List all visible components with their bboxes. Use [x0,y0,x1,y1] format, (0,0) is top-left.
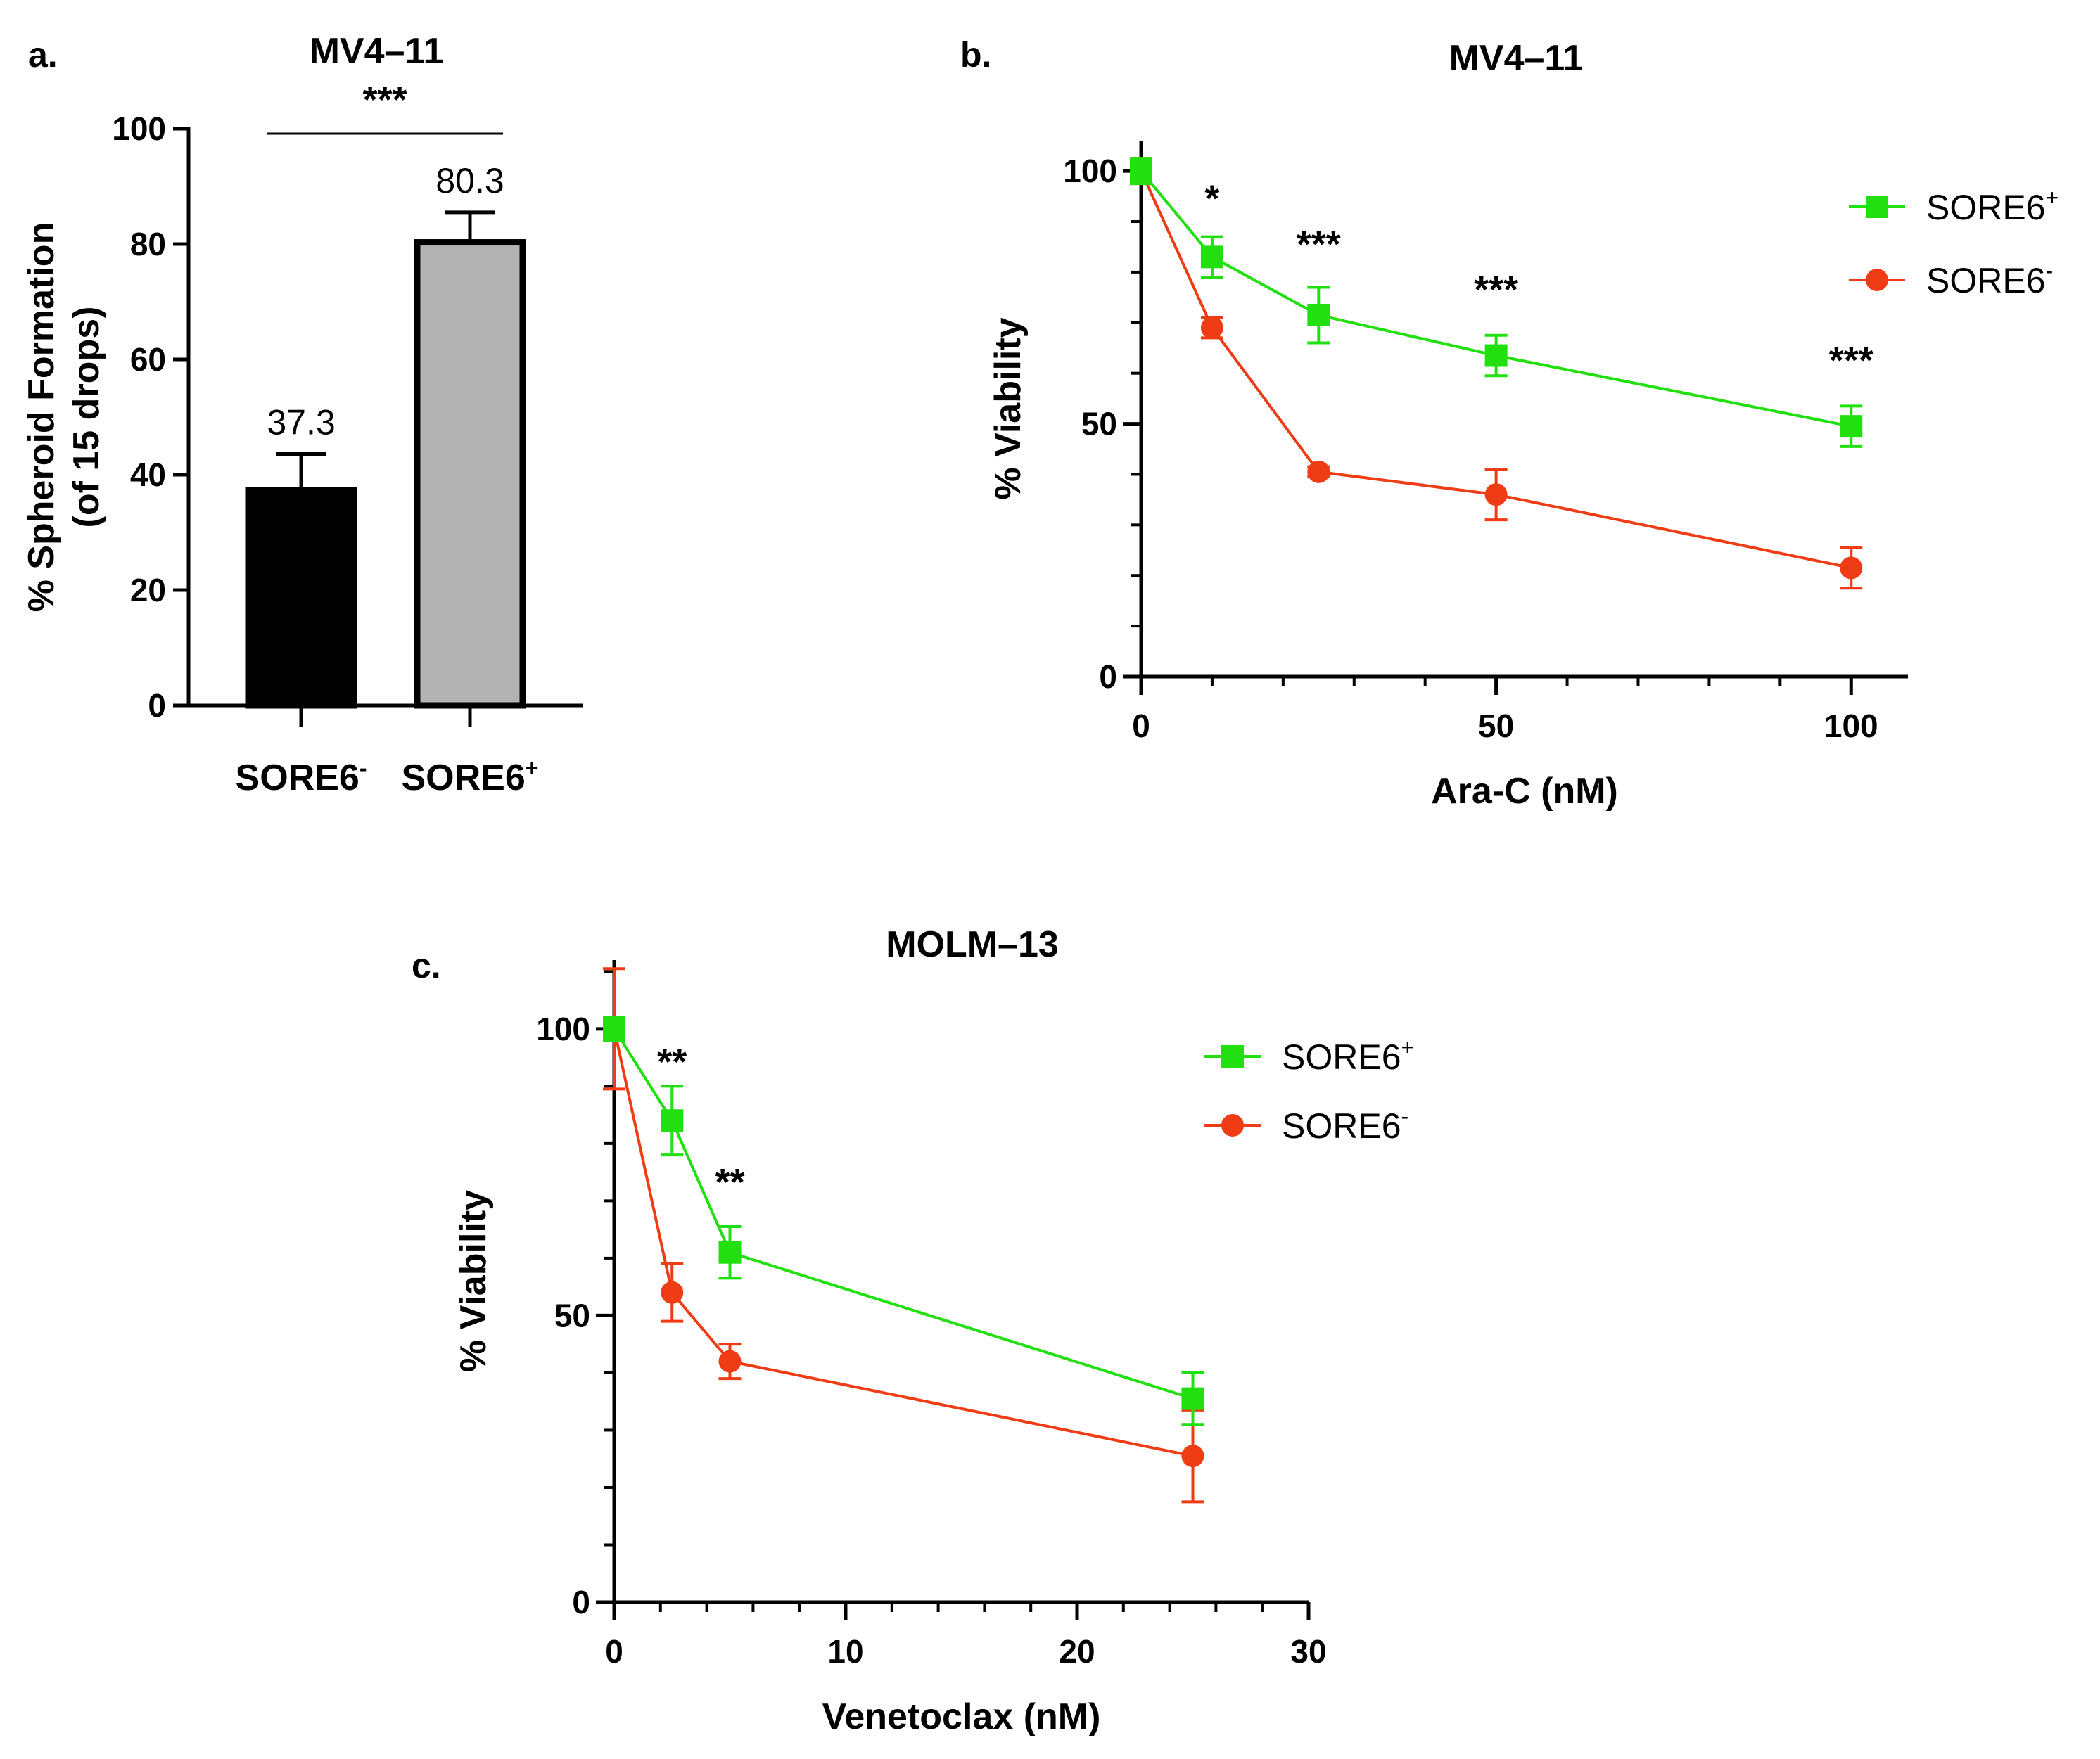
panel-c-series-line [613,1028,1194,1400]
panel-b-point-circle [1307,460,1330,483]
panel-a-value-label: 37.3 [267,402,335,442]
panel-c-x-tick-label: 20 [1059,1633,1095,1670]
panel-c-legend-label: SORE6- [1282,1104,1408,1146]
panel-b-y-tick-label: 50 [1081,406,1117,442]
panel-b-legend-label: SORE6- [1926,258,2053,300]
panel-c-line-chart: c. MOLM–13 0 50 100 0 10 20 30 Venetoclax (nM) % V… [412,924,1414,1737]
panel-b-significance-label: * [1204,178,1219,220]
panel-a-bar [245,487,357,709]
panel-c-x-tick-label: 10 [827,1633,863,1670]
panel-b-significance-label: *** [1474,269,1518,311]
panel-a-y-tick-label: 80 [130,226,166,262]
panel-a-value-label: 80.3 [435,161,504,200]
panel-b-y-tick-label: 0 [1099,658,1117,695]
panel-c-y-tick-label: 100 [536,1011,590,1047]
panel-b-line-chart: b. MV4–11 0 50 100 0 50 100 Ara-C (nM) % Viabilit… [960,35,2058,812]
panel-b-point-square [1200,245,1223,269]
panel-a-y-tick-label: 0 [148,687,166,724]
panel-c-point-circle [661,1281,684,1304]
panel-c-legend-marker [1221,1045,1244,1068]
panel-c-series-line [613,1028,1193,1458]
panel-a-y-tick-label: 20 [130,572,166,608]
panel-c-point-square [1181,1387,1204,1410]
panel-c-y-tick-label: 0 [572,1584,590,1620]
panel-b-point-square [1484,344,1508,367]
panel-c-significance-label: ** [657,1041,687,1083]
panel-a-bar-chart: a. MV4–11 0 20 40 60 80 100 % Spheroid Formation… [21,31,583,798]
panel-b-significance-label: *** [1297,223,1341,265]
panel-c-point-circle [1181,1445,1204,1468]
panel-c-point-circle [718,1350,742,1373]
panel-b-point-circle [1484,483,1508,506]
panel-b-x-axis-label: Ara-C (nM) [1431,771,1618,812]
panel-b-point-circle [1200,316,1223,339]
panel-c-x-tick-label: 30 [1290,1633,1326,1670]
panel-c-legend-marker [1221,1114,1244,1137]
panel-b-legend-marker [1866,269,1888,291]
panel-c-title: MOLM–13 [886,924,1059,965]
panel-b-y-axis-label: % Viability [988,317,1029,499]
panel-b-point-square [1840,415,1863,438]
panel-a-letter: a. [28,35,58,75]
panel-b-letter: b. [960,35,991,75]
panel-b-point-square [1130,160,1152,183]
panel-a-title: MV4–11 [310,31,444,72]
panel-b-x-tick-label: 0 [1132,708,1150,744]
panel-c-x-axis-label: Venetoclax (nM) [822,1696,1101,1737]
panel-c-point-square [603,1017,625,1040]
panel-b-point-circle [1840,556,1863,580]
panel-c-point-square [661,1109,684,1132]
panel-a-y-tick-label: 60 [130,341,166,378]
panel-b-legend-marker [1866,196,1888,218]
panel-b-x-tick-label: 50 [1478,708,1514,744]
panel-c-y-axis-label: % Viability [453,1190,494,1372]
panel-a-category-label: SORE6+ [402,755,539,798]
panel-b-legend-label: SORE6+ [1926,185,2058,227]
panel-a-bar [414,239,526,709]
panel-c-x-tick-label: 0 [605,1633,623,1670]
panel-a-significance-label: *** [362,79,407,121]
panel-a-y-tick-label: 100 [112,110,166,147]
panel-a-y-tick-label: 40 [130,456,166,493]
panel-c-legend-label: SORE6+ [1282,1035,1414,1077]
panel-c-point-square [718,1241,742,1264]
panel-a-y-axis-label-line2: (of 15 drops) [66,307,107,528]
panel-c-y-tick-label: 50 [554,1297,590,1333]
panel-b-title: MV4–11 [1449,38,1584,79]
panel-a-y-axis-label: % Spheroid Formation [21,222,62,613]
panel-a-category-label: SORE6- [236,755,367,798]
panel-b-point-square [1307,304,1330,327]
panel-b-significance-label: *** [1829,340,1873,382]
panel-b-x-tick-label: 100 [1824,708,1878,744]
panel-c-letter: c. [412,946,441,985]
panel-c-significance-label: ** [715,1161,744,1203]
panel-b-y-tick-label: 100 [1063,153,1117,189]
